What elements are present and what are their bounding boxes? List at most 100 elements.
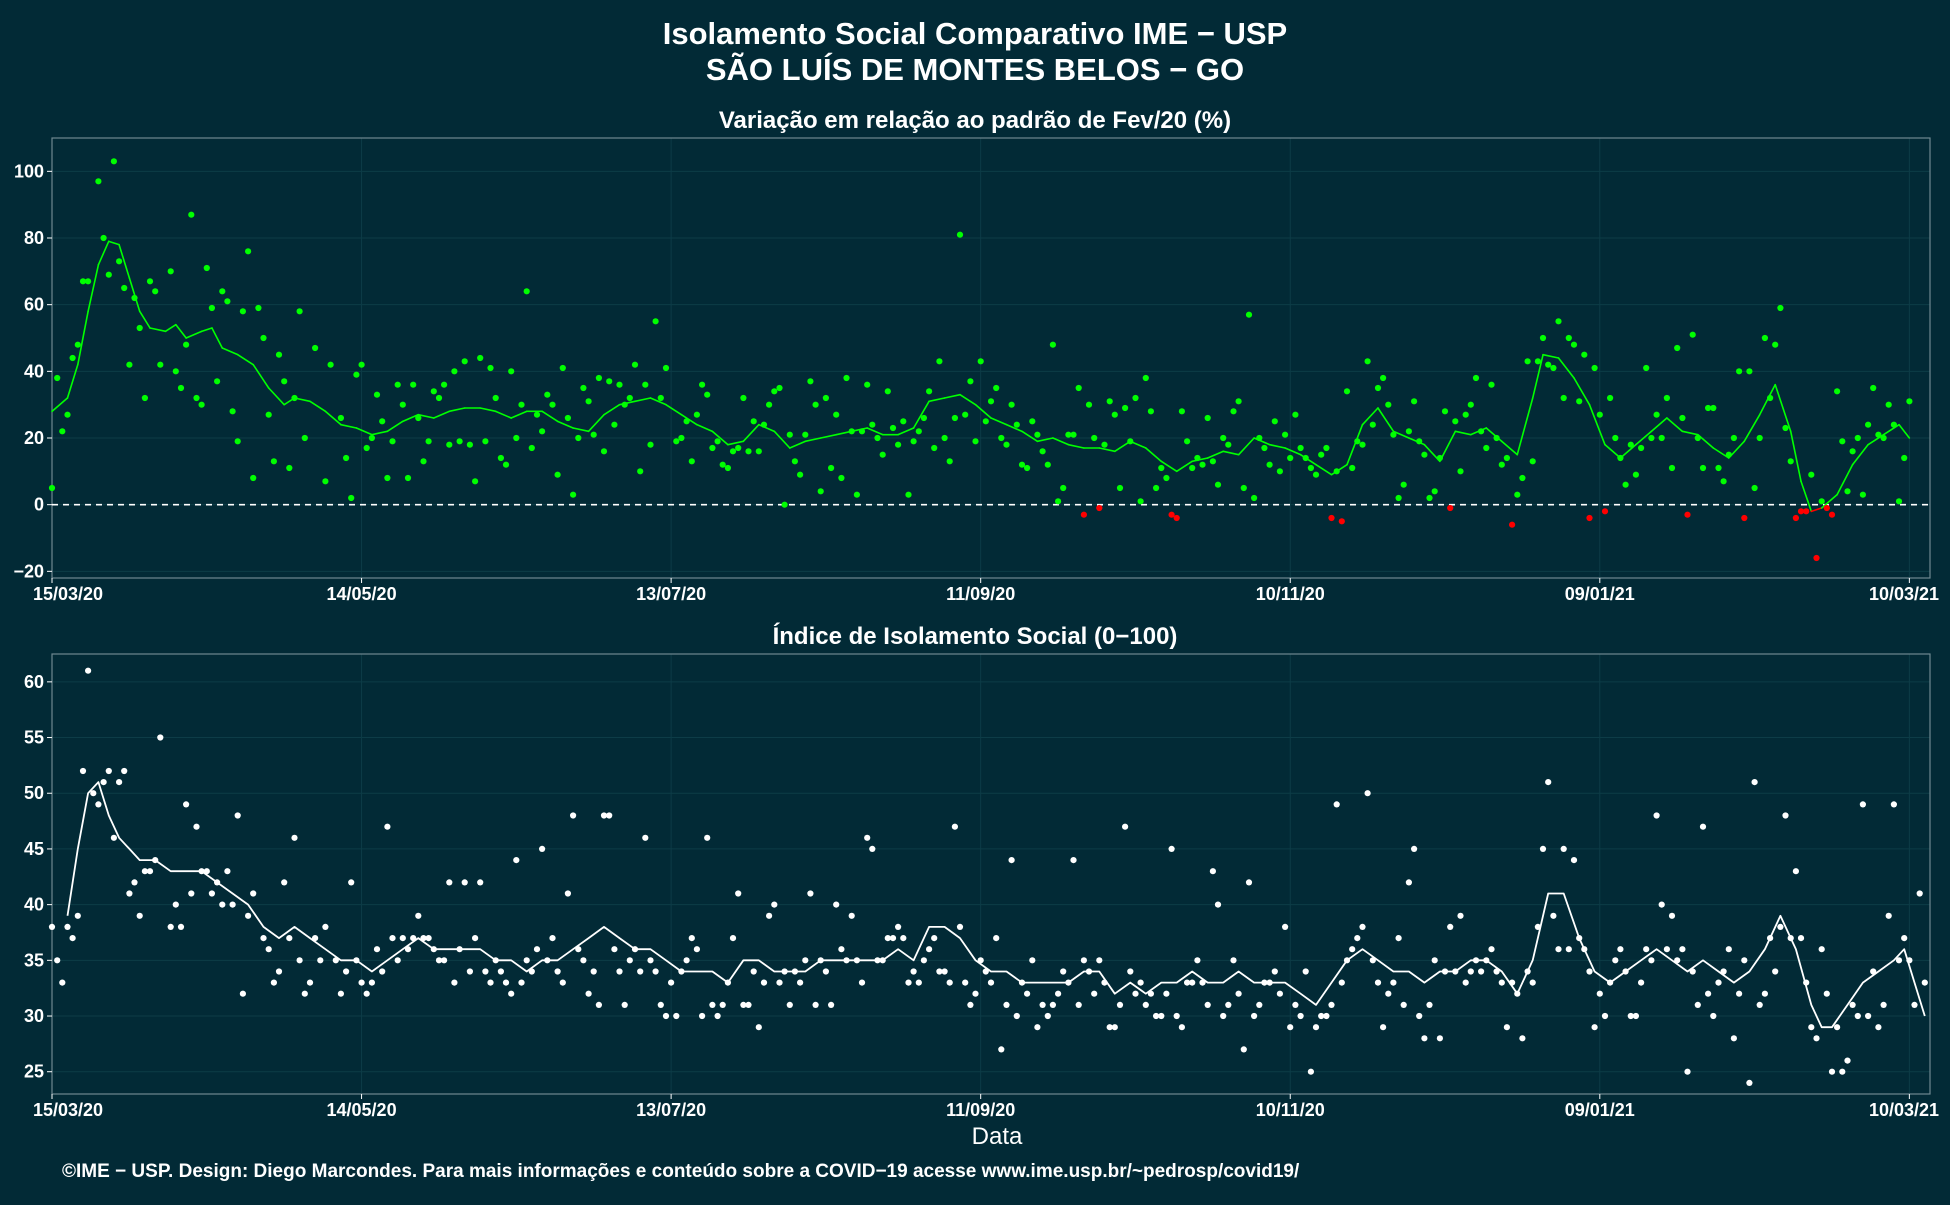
data-point (1091, 990, 1098, 997)
x-tick-label: 13/07/20 (636, 584, 706, 604)
data-point (1416, 438, 1423, 445)
data-point (1782, 812, 1789, 819)
data-point (472, 935, 479, 942)
data-point (1080, 957, 1087, 964)
data-point (1550, 912, 1557, 919)
data-point (1338, 518, 1345, 525)
moving-average-segment (1851, 443, 1869, 466)
data-point (1472, 374, 1480, 382)
moving-average-segment (1666, 417, 1684, 433)
data-point (652, 318, 659, 325)
moving-average-segment (97, 240, 110, 266)
data-point (1220, 1012, 1227, 1020)
data-point (441, 381, 448, 388)
data-point (1127, 438, 1134, 445)
data-point (600, 812, 608, 819)
data-point (177, 384, 185, 392)
data-point (1705, 404, 1712, 412)
data-point (1441, 408, 1449, 415)
data-point (1287, 1024, 1294, 1031)
data-point (693, 946, 701, 953)
data-point (54, 374, 61, 382)
data-point (1539, 845, 1547, 853)
moving-average-segment (990, 417, 1008, 426)
data-point (662, 1012, 670, 1020)
data-point (85, 278, 92, 285)
data-point (1529, 979, 1536, 986)
data-point (1658, 434, 1665, 442)
data-point (1431, 957, 1438, 964)
data-point (1343, 957, 1351, 964)
footer-credit: ©IME − USP. Design: Diego Marcondes. Par… (62, 1161, 1300, 1182)
x-tick-label: 11/09/20 (946, 584, 1015, 604)
moving-average-segment (541, 410, 559, 423)
data-point (265, 411, 272, 418)
data-point (668, 979, 675, 986)
x-tick-label: 10/03/21 (1869, 584, 1939, 604)
data-point (1875, 431, 1882, 438)
data-point (611, 946, 618, 953)
data-point (198, 868, 205, 875)
data-point (637, 968, 644, 975)
moving-average-segment (1315, 463, 1333, 476)
data-point (1302, 968, 1309, 975)
data-point (188, 211, 195, 218)
y-tick-label: 25 (24, 1062, 44, 1082)
data-point (1622, 481, 1629, 488)
data-point (518, 401, 525, 408)
x-tick-label: 14/05/20 (327, 1100, 397, 1120)
data-point (962, 411, 969, 418)
data-point (1534, 358, 1541, 365)
data-point (905, 979, 912, 986)
data-point (1565, 334, 1572, 342)
data-point (606, 378, 613, 385)
data-point (858, 428, 866, 435)
data-point (967, 378, 974, 385)
x-tick-label: 09/01/21 (1565, 1100, 1635, 1120)
moving-average-segment (386, 420, 404, 433)
data-point (415, 414, 422, 422)
data-point (1395, 935, 1402, 942)
data-point (368, 434, 375, 442)
data-point (1488, 946, 1495, 953)
data-point (353, 957, 360, 964)
data-point (1091, 434, 1098, 442)
data-point (791, 458, 799, 465)
data-point (203, 264, 210, 272)
data-point (1400, 481, 1407, 488)
data-point (1545, 361, 1552, 368)
data-point (1318, 451, 1325, 458)
data-point (136, 912, 143, 919)
data-point (198, 401, 205, 408)
data-point (1581, 946, 1588, 953)
data-point (1844, 488, 1851, 495)
data-point (1880, 1001, 1887, 1009)
data-point (1137, 979, 1144, 986)
moving-average-segment (448, 407, 466, 413)
data-point (889, 424, 897, 432)
data-point (776, 384, 783, 392)
moving-average-segment (1361, 407, 1379, 426)
data-point (683, 418, 690, 425)
data-point (1514, 990, 1521, 997)
data-point (1323, 1012, 1330, 1020)
data-point (239, 308, 246, 315)
data-point (766, 912, 773, 919)
data-point (1204, 414, 1211, 422)
moving-average-segment (974, 403, 992, 419)
data-point (260, 935, 267, 942)
data-point (394, 957, 401, 964)
moving-average-segment (252, 363, 270, 389)
data-point (1472, 957, 1480, 964)
data-point (229, 408, 236, 415)
data-point (745, 448, 752, 455)
data-point (1060, 968, 1067, 975)
data-point (183, 801, 190, 808)
data-point (1044, 461, 1051, 468)
data-point (977, 358, 984, 365)
data-point (1591, 364, 1598, 372)
y-tick-label: 60 (24, 672, 44, 692)
data-point (967, 1001, 974, 1009)
data-point (1411, 398, 1418, 405)
data-point (69, 354, 76, 362)
